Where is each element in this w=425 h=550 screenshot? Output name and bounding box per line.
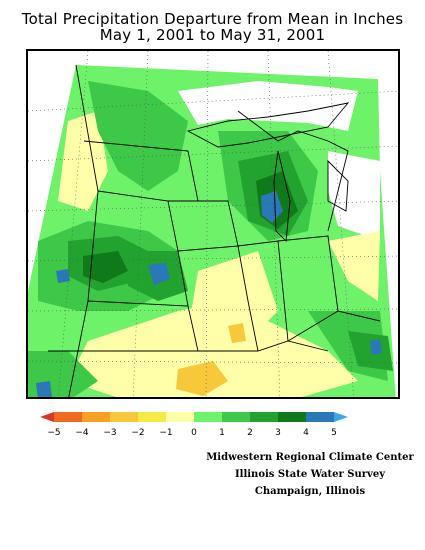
wet-band-upper-midwest bbox=[88, 81, 188, 191]
dry-patch-south bbox=[176, 361, 228, 396]
legend-swatch bbox=[54, 412, 82, 422]
state-boundaries bbox=[48, 64, 381, 397]
dry-patch-missouri bbox=[228, 323, 246, 343]
legend-swatch bbox=[222, 412, 250, 422]
wet-peak-blue-ohio bbox=[370, 339, 382, 355]
legend-tick-label: −5 bbox=[47, 428, 60, 438]
legend-tick-label: 4 bbox=[303, 428, 309, 438]
legend-swatch bbox=[166, 412, 194, 422]
legend-tick-label: 2 bbox=[247, 428, 253, 438]
credit-line2: Illinois State Water Survey bbox=[234, 469, 386, 480]
legend-tick-label: −2 bbox=[131, 428, 144, 438]
credit-line3: Champaign, Illinois bbox=[254, 486, 366, 497]
wet-peak-blue-iowa bbox=[148, 263, 170, 285]
legend-tick-label: −3 bbox=[103, 428, 116, 438]
legend-swatch bbox=[82, 412, 110, 422]
legend-swatch bbox=[306, 412, 334, 422]
wet-core-kentucky bbox=[348, 331, 393, 371]
legend-tick-label: −1 bbox=[159, 428, 172, 438]
legend-swatch bbox=[138, 412, 166, 422]
wet-peak-blue-southwest bbox=[36, 381, 52, 397]
wet-peak-nebraska bbox=[83, 251, 128, 283]
legend-tick-label: 5 bbox=[331, 428, 337, 438]
map-canvas bbox=[28, 51, 398, 397]
legend-tick-label: −4 bbox=[75, 428, 89, 438]
precipitation-map bbox=[26, 49, 400, 399]
wet-peak-blue-wisconsin bbox=[261, 191, 283, 223]
graticule bbox=[28, 51, 398, 397]
legend-swatch bbox=[278, 412, 306, 422]
lake-superior-area bbox=[178, 81, 358, 131]
legend-tick-label: 1 bbox=[219, 428, 225, 438]
map-title-line1: Total Precipitation Departure from Mean … bbox=[21, 10, 404, 28]
pale-zone-missouri bbox=[188, 251, 278, 351]
legend-arrow-low bbox=[40, 412, 54, 422]
legend-arrow-high bbox=[334, 412, 348, 422]
legend-tick-label: 0 bbox=[191, 428, 197, 438]
credit-line1: Midwestern Regional Climate Center bbox=[206, 452, 414, 463]
map-title-line2: May 1, 2001 to May 31, 2001 bbox=[99, 26, 326, 44]
color-legend: −5 −4 −3 −2 −1 0 1 2 3 4 5 bbox=[40, 412, 348, 438]
wet-peak-blue-kansas bbox=[56, 269, 70, 283]
legend-swatch bbox=[250, 412, 278, 422]
pale-zone-south bbox=[68, 301, 358, 397]
pale-zone-southeast bbox=[328, 231, 380, 301]
legend-tick-label: 3 bbox=[275, 428, 281, 438]
legend-swatch bbox=[110, 412, 138, 422]
legend-swatch bbox=[194, 412, 222, 422]
lake-outlines bbox=[186, 102, 350, 242]
pale-zone-dakotas bbox=[58, 111, 108, 211]
